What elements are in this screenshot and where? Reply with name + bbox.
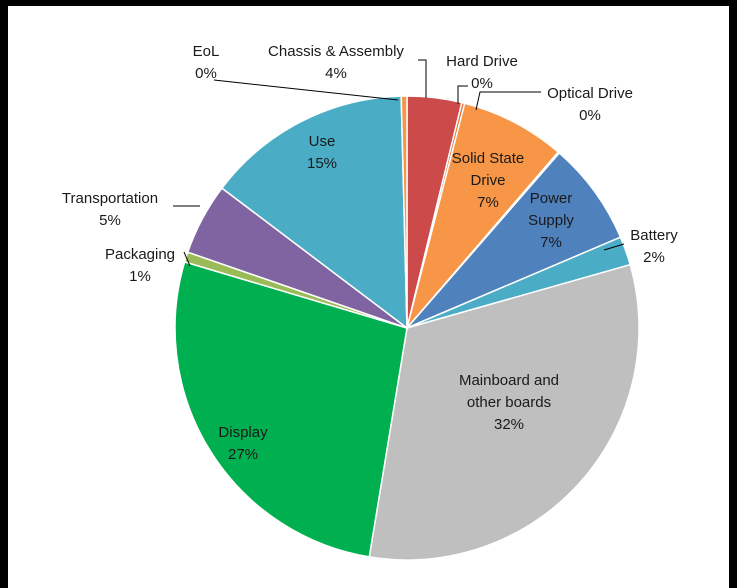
- data-label-display: Display 27%: [218, 424, 268, 463]
- data-label-solid-state: Solid State Drive 7%: [452, 150, 525, 211]
- data-label-power: Power Supply 7%: [528, 190, 574, 251]
- pie-slices: [174, 95, 640, 561]
- data-label-line: 32%: [494, 416, 524, 433]
- data-label-line: Use: [309, 133, 336, 150]
- data-label-line: 7%: [477, 194, 499, 211]
- data-label-line: 0%: [195, 65, 217, 82]
- data-label-line: 0%: [471, 75, 493, 92]
- data-label-battery: Battery 2%: [630, 227, 678, 266]
- data-label-eol: EoL 0%: [193, 43, 220, 82]
- leader-line-eol: [213, 79, 399, 101]
- data-label-line: Supply: [528, 212, 574, 229]
- data-label-transportation: Transportation 5%: [62, 190, 158, 229]
- data-label-mainboard-and: Mainboard and other boards 32%: [459, 372, 559, 433]
- data-label-line: 4%: [325, 65, 347, 82]
- data-label-line: Battery: [630, 227, 678, 244]
- leader-line-optical-drive: [475, 91, 541, 111]
- pie-slice-mainboard-and-other-boards: [368, 263, 640, 561]
- data-label-line: Mainboard and: [459, 372, 559, 389]
- data-label-line: 1%: [129, 268, 151, 285]
- pie-slice-use: [220, 95, 408, 330]
- data-label-line: Power: [530, 190, 573, 207]
- slice-labels: EoL 0%Chassis & Assembly 4%Hard Drive 0%Opt…: [62, 43, 678, 463]
- data-label-line: Drive: [470, 172, 505, 189]
- data-label-chassis-assembly: Chassis & Assembly 4%: [268, 43, 404, 82]
- data-label-line: 27%: [228, 446, 258, 463]
- data-label-line: Chassis & Assembly: [268, 43, 404, 60]
- pie-slice-solid-state-drive: [406, 102, 560, 329]
- data-label-hard-drive: Hard Drive 0%: [446, 53, 518, 92]
- data-label-use: Use 15%: [307, 133, 337, 172]
- pie-slice-display: [174, 260, 408, 558]
- data-label-line: EoL: [193, 43, 220, 60]
- data-label-line: 15%: [307, 155, 337, 172]
- data-label-optical-drive: Optical Drive 0%: [547, 85, 633, 124]
- leader-line-packaging: [183, 251, 191, 267]
- leader-line-hard-drive: [457, 85, 468, 104]
- data-label-line: 2%: [643, 249, 665, 266]
- pie-slice-power-supply: [406, 151, 622, 329]
- data-label-line: Transportation: [62, 190, 158, 207]
- data-label-line: other boards: [467, 394, 551, 411]
- data-label-line: Solid State: [452, 150, 525, 167]
- pie-slice-eol: [400, 95, 408, 329]
- data-label-line: 5%: [99, 212, 121, 229]
- data-label-line: Display: [218, 424, 268, 441]
- leader-lines: [173, 59, 625, 267]
- data-label-line: Optical Drive: [547, 85, 633, 102]
- data-label-line: Packaging: [105, 246, 175, 263]
- data-label-packaging: Packaging 1%: [105, 246, 175, 285]
- data-label-line: 0%: [579, 107, 601, 124]
- leader-line-chassis-assembly: [418, 59, 427, 98]
- leader-line-battery: [603, 243, 625, 251]
- data-label-line: 7%: [540, 234, 562, 251]
- data-label-line: Hard Drive: [446, 53, 518, 70]
